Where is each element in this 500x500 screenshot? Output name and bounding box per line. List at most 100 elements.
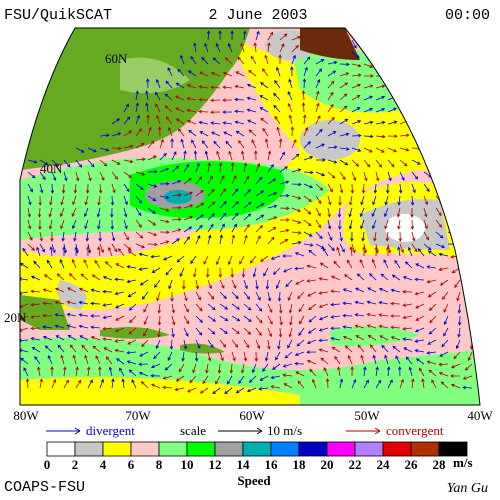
wind-arrow (246, 387, 257, 393)
wind-arrow (224, 57, 233, 65)
wind-arrow (39, 378, 44, 389)
wind-arrow (363, 74, 374, 78)
wind-arrow (327, 70, 337, 77)
wind-arrow (102, 337, 113, 341)
wind-arrow (363, 147, 373, 153)
wind-arrow (91, 274, 101, 281)
wind-arrow (315, 143, 325, 149)
wind-arrow (291, 168, 302, 173)
wind-arrow (108, 366, 113, 377)
wind-arrow (447, 140, 455, 149)
wind-arrow (171, 151, 177, 161)
wind-arrow (334, 355, 341, 365)
wind-arrow (291, 195, 302, 200)
wind-arrow (205, 363, 209, 374)
wind-arrow (351, 147, 362, 152)
wind-arrow (327, 171, 336, 179)
wind-arrow (210, 110, 221, 114)
wind-arrow (255, 162, 261, 173)
wind-arrow (464, 105, 473, 113)
wind-arrow (397, 219, 401, 230)
wind-arrow (385, 231, 390, 242)
wind-arrow (371, 219, 377, 230)
colorbar-tick: 22 (349, 457, 362, 472)
wind-arrow (230, 162, 235, 173)
wind-arrow (129, 315, 137, 324)
wind-arrow (183, 315, 190, 325)
wind-arrow (351, 159, 360, 167)
wind-arrow (387, 120, 398, 125)
wind-arrow (159, 138, 164, 149)
wind-arrow (135, 231, 144, 239)
wind-arrow (147, 183, 158, 188)
wind-arrow (102, 289, 113, 294)
wind-arrow (315, 78, 321, 89)
wind-arrow (241, 267, 246, 278)
wind-arrow (195, 279, 200, 290)
wind-arrow (176, 255, 185, 263)
wind-arrow (462, 375, 473, 380)
wind-arrow (339, 105, 348, 113)
wind-arrow (279, 303, 283, 314)
wind-arrow (373, 183, 378, 194)
wind-arrow (33, 260, 41, 269)
wind-arrow (147, 169, 158, 174)
wind-arrow (278, 138, 283, 149)
wind-arrow (126, 279, 137, 284)
wind-arrow (375, 379, 382, 389)
wind-arrow (121, 378, 125, 389)
wind-arrow (318, 277, 329, 281)
wind-arrow (110, 195, 115, 206)
wind-arrow (351, 133, 362, 138)
wind-arrow (441, 339, 449, 348)
wind-arrow (102, 303, 113, 307)
wind-arrow (306, 359, 317, 365)
colorbar-tick: 20 (321, 457, 334, 472)
wind-arrow (294, 361, 305, 366)
wind-arrow (375, 134, 386, 139)
wind-arrow (338, 195, 342, 206)
wind-arrow (195, 327, 203, 336)
wind-arrow (282, 373, 293, 377)
wind-arrow (411, 39, 419, 48)
wind-arrow (212, 387, 221, 395)
wind-arrow (90, 314, 101, 318)
wind-arrow (27, 183, 33, 193)
wind-arrow (243, 224, 250, 233)
wind-arrow (267, 150, 272, 161)
wind-arrow (423, 116, 431, 125)
wind-arrow (327, 195, 332, 206)
wind-arrow (369, 344, 377, 353)
wind-arrow (231, 234, 236, 245)
wind-arrow (123, 207, 128, 218)
wind-arrow (167, 67, 173, 77)
wind-arrow (73, 231, 77, 242)
wind-arrow (31, 275, 41, 281)
wind-arrow (195, 235, 201, 245)
wind-arrow (423, 39, 433, 45)
wind-arrow (85, 183, 90, 194)
wind-arrow (414, 291, 425, 296)
wind-arrow (342, 313, 353, 318)
wind-arrow (248, 69, 257, 77)
wind-arrow (63, 159, 71, 168)
wind-arrow (390, 336, 401, 341)
wind-arrow (375, 84, 386, 89)
wind-arrow (231, 303, 241, 310)
wind-arrow (215, 42, 221, 53)
wind-arrow (375, 171, 380, 182)
wind-arrow (31, 346, 41, 353)
wind-arrow (198, 97, 209, 102)
wind-arrow (464, 363, 473, 371)
divergent-label: divergent (86, 423, 135, 438)
wind-arrow (459, 152, 467, 161)
wind-arrow (339, 243, 345, 253)
wind-arrow (30, 326, 41, 331)
wind-arrow (55, 335, 65, 341)
wind-arrow (47, 355, 53, 365)
legend: divergent scale 10 m/s convergent (46, 423, 444, 438)
wind-arrow (284, 351, 293, 359)
wind-arrow (86, 246, 90, 257)
wind-arrow (435, 48, 446, 53)
wind-arrow (363, 39, 369, 50)
